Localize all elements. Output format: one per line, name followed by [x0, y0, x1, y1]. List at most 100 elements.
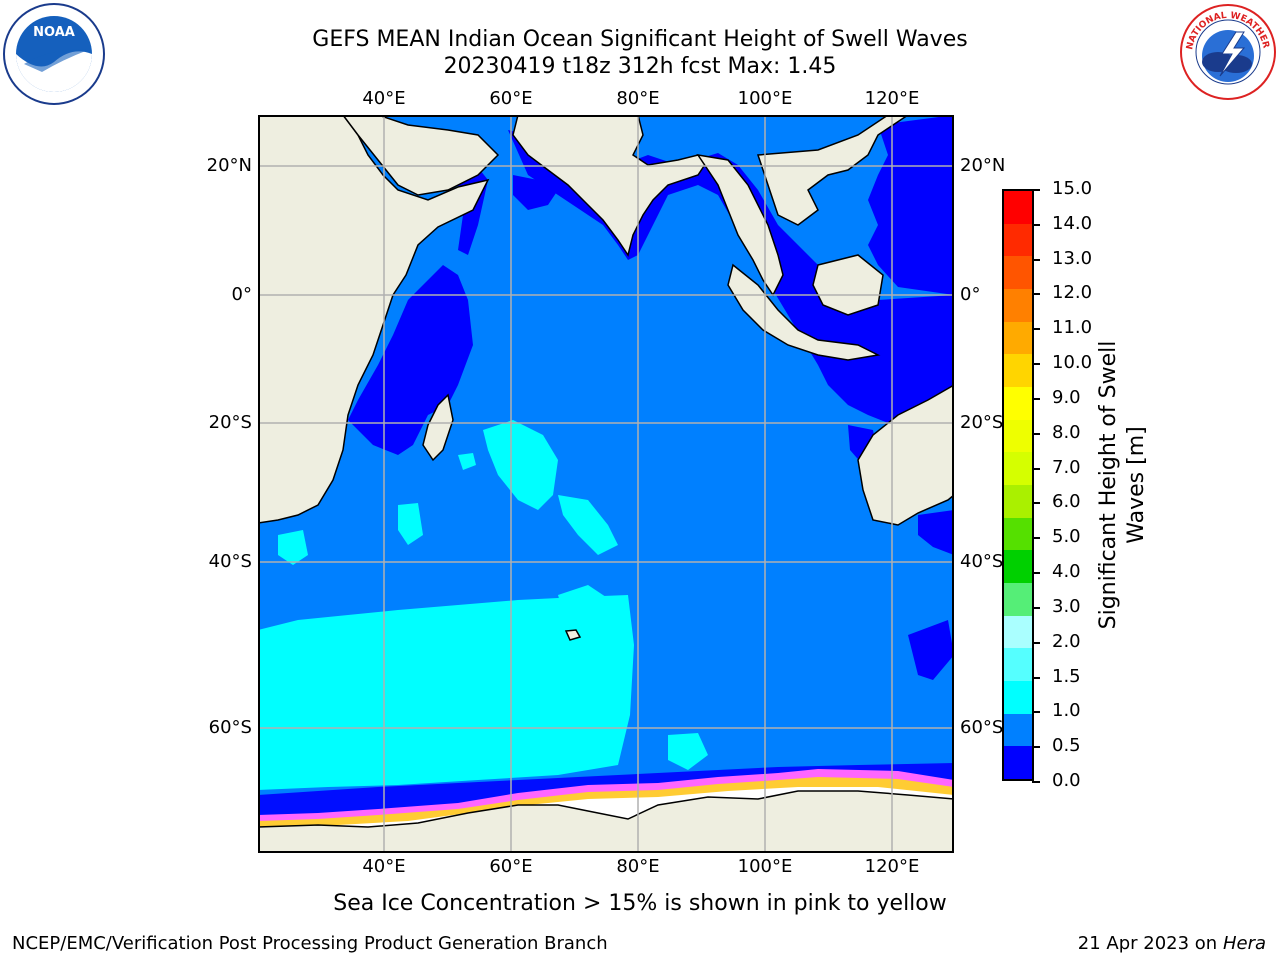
lon-label-bottom: 40°E [362, 856, 406, 877]
noaa-logo-text: NOAA [33, 25, 75, 40]
colorbar-tick-mark [1032, 293, 1040, 296]
colorbar-segment [1004, 419, 1032, 453]
australia [857, 384, 954, 526]
colorbar-tick-label: 1.5 [1052, 665, 1081, 687]
colorbar-segment [1004, 191, 1032, 224]
lat-label-left: 20°S [208, 412, 252, 433]
colorbar-segment [1004, 354, 1032, 388]
colorbar-tick-mark [1032, 676, 1040, 679]
lon-label-top: 120°E [864, 88, 920, 109]
lon-label-bottom: 60°E [489, 856, 533, 877]
lon-label-top: 60°E [489, 88, 533, 109]
colorbar-segment [1004, 452, 1032, 486]
borneo [812, 254, 884, 316]
colorbar-segment [1004, 550, 1032, 584]
colorbar-segment [1004, 713, 1032, 747]
lat-label-right: 20°S [960, 412, 1004, 433]
land-masses [258, 115, 954, 853]
colorbar-tick-label: 6.0 [1052, 491, 1081, 513]
southeast-asia [756, 115, 910, 226]
colorbar-tick-label: 3.0 [1052, 595, 1081, 617]
run-date-text: 21 Apr 2023 on [1077, 933, 1223, 954]
colorbar-tick-mark [1032, 572, 1040, 575]
colorbar-tick-label: 4.0 [1052, 561, 1081, 583]
run-date: 21 Apr 2023 on Hera [1078, 933, 1266, 955]
sumatra-java [727, 263, 881, 361]
indochina [696, 153, 784, 297]
lon-label-top: 80°E [616, 88, 660, 109]
colorbar-ticks: 15.0 14.0 13.0 12.0 11.0 10.0 9.0 8.0 7.0 6.0 5.0 4… [1032, 178, 1120, 791]
colorbar-tick-label: 13.0 [1052, 247, 1093, 269]
colorbar [1002, 189, 1034, 781]
colorbar-tick-mark [1032, 328, 1040, 331]
nws-logo: NATIONAL WEATHER SERVICE [1175, 0, 1278, 102]
high-swell-zones [258, 420, 708, 790]
colorbar-tick-mark [1032, 189, 1040, 191]
colorbar-label-line1: Significant Height of Swell [1096, 340, 1121, 630]
lon-label-bottom: 100°E [737, 856, 793, 877]
chart-title-line2: 20230419 t18z 312h fcst Max: 1.45 [443, 54, 837, 79]
lat-label-right: 0° [960, 284, 981, 305]
colorbar-tick-label: 5.0 [1052, 526, 1081, 548]
run-host: Hera [1222, 933, 1266, 954]
colorbar-tick-mark [1032, 432, 1040, 435]
colorbar-tick-label: 1.0 [1052, 700, 1081, 722]
lat-label-left: 60°S [208, 717, 252, 738]
colorbar-tick-mark [1032, 397, 1040, 400]
map-frame [258, 115, 954, 853]
colorbar-segment [1004, 517, 1032, 551]
colorbar-segment [1004, 289, 1032, 322]
colorbar-tick-label: 9.0 [1052, 386, 1081, 408]
colorbar-tick-label: 0.5 [1052, 735, 1081, 757]
credit-text: NCEP/EMC/Verification Post Processing Pr… [12, 933, 608, 954]
colorbar-segment [1004, 223, 1032, 257]
colorbar-segment [1004, 746, 1032, 780]
kerguelen-island [564, 629, 582, 641]
swell-height-map [258, 115, 954, 853]
arabia-peninsula [342, 115, 500, 196]
sea-ice-caption: Sea Ice Concentration > 15% is shown in … [333, 891, 947, 916]
graticule [258, 115, 954, 853]
colorbar-tick-mark [1032, 711, 1040, 714]
colorbar-tick-mark [1032, 746, 1040, 749]
lat-label-right: 20°N [960, 155, 1006, 176]
colorbar-tick-label: 11.0 [1052, 317, 1093, 339]
lon-label-top: 100°E [737, 88, 793, 109]
madagascar [422, 393, 454, 462]
colorbar-tick-mark [1032, 537, 1040, 540]
lat-label-right: 60°S [960, 717, 1004, 738]
colorbar-tick-label: 2.0 [1052, 630, 1081, 652]
colorbar-tick-mark [1032, 781, 1040, 783]
lat-label-left: 20°N [206, 155, 252, 176]
india [512, 115, 710, 257]
colorbar-tick-label: 12.0 [1052, 282, 1093, 304]
africa-arabia [258, 115, 490, 524]
colorbar-tick-mark [1032, 363, 1040, 366]
colorbar-tick-label: 7.0 [1052, 456, 1081, 478]
colorbar-segment [1004, 321, 1032, 355]
colorbar-segment [1004, 648, 1032, 682]
colorbar-tick-mark [1032, 606, 1040, 609]
noaa-logo: NOAA [2, 2, 106, 106]
colorbar-tick-mark [1032, 467, 1040, 470]
map-panel [258, 115, 954, 853]
colorbar-segment [1004, 387, 1032, 420]
colorbar-segment [1004, 256, 1032, 290]
colorbar-tick-label: 0.0 [1052, 770, 1081, 791]
colorbar-tick-mark [1032, 223, 1040, 226]
chart-title-line1: GEFS MEAN Indian Ocean Significant Heigh… [312, 27, 968, 52]
lat-label-right: 40°S [960, 551, 1004, 572]
colorbar-tick-mark [1032, 502, 1040, 505]
colorbar-tick-label: 10.0 [1052, 352, 1093, 374]
lon-label-bottom: 120°E [864, 856, 920, 877]
colorbar-tick-label: 15.0 [1052, 178, 1093, 199]
lat-label-left: 0° [231, 284, 252, 305]
colorbar-tick-label: 14.0 [1052, 212, 1093, 234]
colorbar-label-line2: Waves [m] [1124, 426, 1149, 544]
colorbar-segment [1004, 583, 1032, 616]
colorbar-label: Significant Height of Swell Waves [m] [1095, 285, 1151, 685]
antarctica [258, 790, 954, 853]
colorbar-tick-mark [1032, 641, 1040, 644]
colorbar-segment [1004, 681, 1032, 714]
colorbar-tick-mark [1032, 258, 1040, 261]
